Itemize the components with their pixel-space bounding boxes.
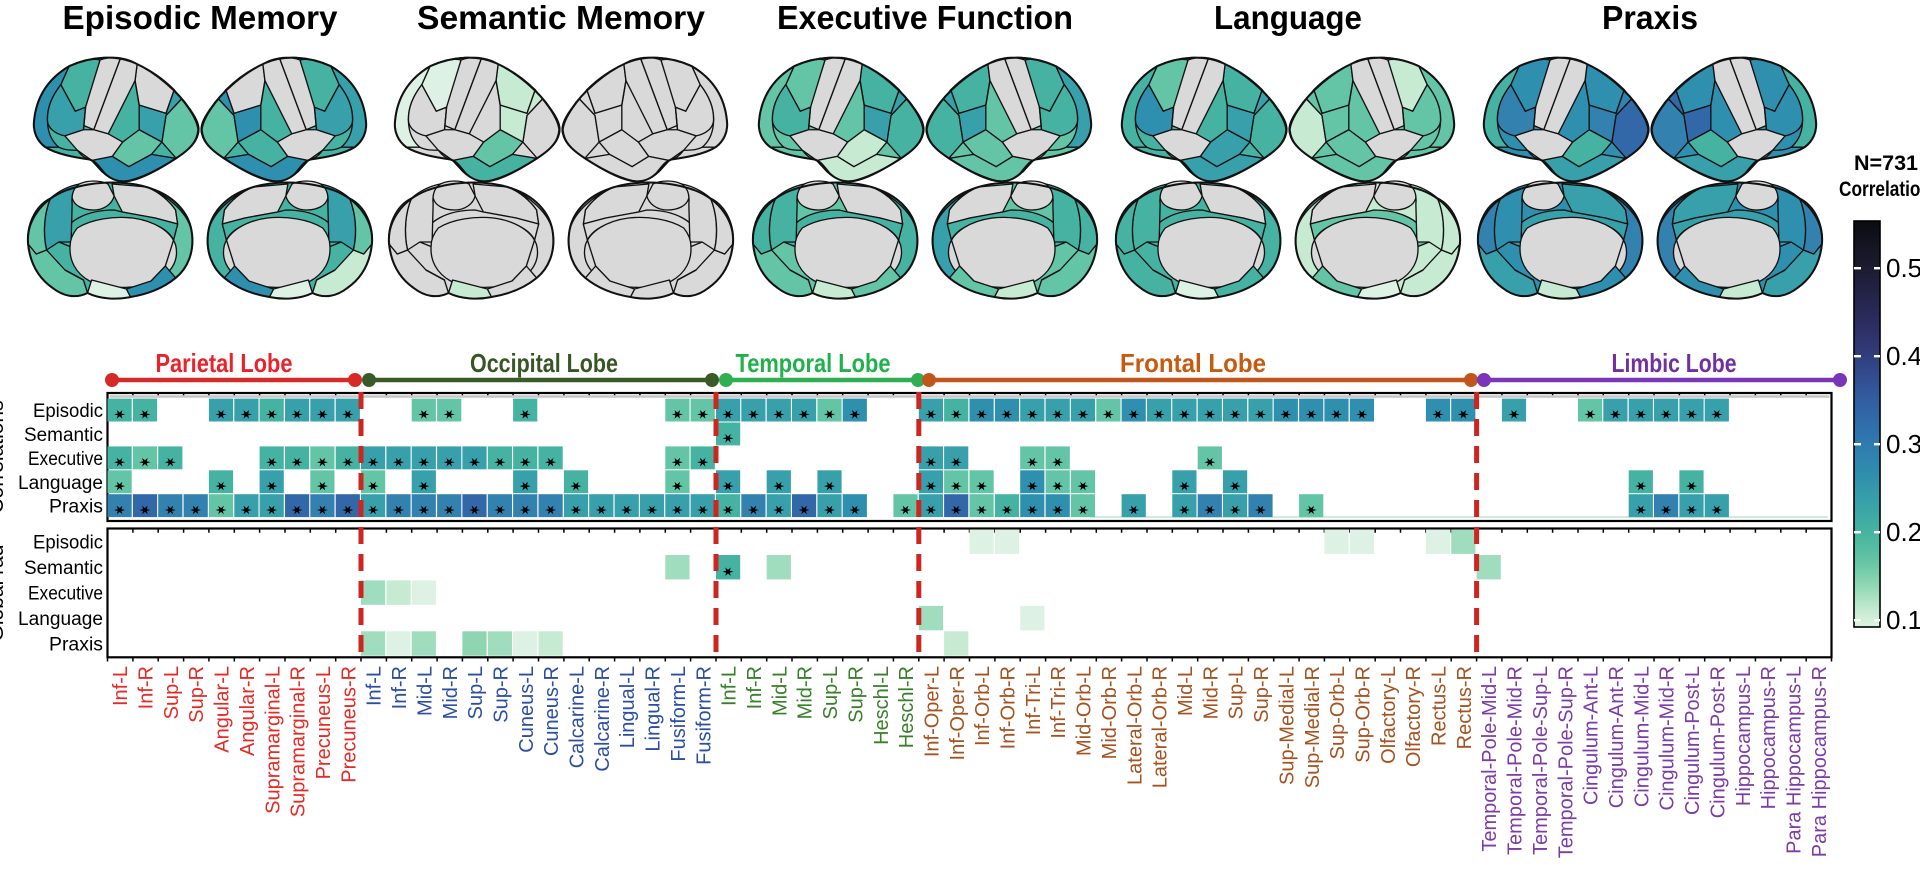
svg-text:Correlation: Correlation (1839, 178, 1920, 201)
svg-text:Angular-L: Angular-L (212, 666, 234, 753)
svg-text:Heschl-R: Heschl-R (896, 666, 918, 748)
svg-text:0.5: 0.5 (1886, 253, 1920, 283)
svg-text:Hippocampus-L: Hippocampus-L (1733, 666, 1755, 806)
svg-text:Inf-R: Inf-R (744, 666, 766, 709)
svg-text:Sup-L: Sup-L (161, 666, 183, 719)
svg-text:Temporal-Pole-Mid-R: Temporal-Pole-Mid-R (1505, 666, 1527, 855)
svg-text:Cingulum-Mid-R: Cingulum-Mid-R (1657, 666, 1679, 810)
svg-text:Correlations: Correlations (0, 400, 8, 513)
svg-text:Limbic Lobe: Limbic Lobe (1612, 348, 1737, 378)
svg-text:Inf-Tri-R: Inf-Tri-R (1048, 666, 1070, 739)
svg-text:Executive Function: Executive Function (777, 0, 1073, 36)
svg-text:Sup-Medial-L: Sup-Medial-L (1276, 666, 1298, 785)
svg-text:Para Hippocampus-L: Para Hippocampus-L (1784, 666, 1806, 854)
svg-text:Mid-Orb-L: Mid-Orb-L (1074, 666, 1096, 756)
svg-text:Olfactory-R: Olfactory-R (1403, 666, 1425, 767)
svg-text:N=731: N=731 (1854, 152, 1918, 175)
svg-text:Sup-R: Sup-R (186, 666, 208, 723)
svg-text:Sup-R: Sup-R (845, 666, 867, 723)
svg-text:Episodic Memory: Episodic Memory (63, 0, 339, 36)
svg-text:Olfactory-L: Olfactory-L (1378, 666, 1400, 764)
svg-text:Fusiform-L: Fusiform-L (668, 666, 690, 762)
svg-text:Mid-L: Mid-L (1175, 666, 1197, 716)
svg-text:Mid-Orb-R: Mid-Orb-R (1099, 666, 1121, 759)
svg-text:Inf-Orb-L: Inf-Orb-L (972, 666, 994, 746)
svg-text:Language: Language (1214, 0, 1362, 36)
svg-text:Precuneus-R: Precuneus-R (338, 666, 360, 783)
svg-text:Supramarginal-L: Supramarginal-L (262, 666, 284, 814)
svg-text:Inf-R: Inf-R (389, 666, 411, 709)
svg-text:Hippocampus-R: Hippocampus-R (1758, 666, 1780, 809)
svg-text:Lateral-Orb-R: Lateral-Orb-R (1150, 666, 1172, 788)
svg-text:Mid-R: Mid-R (795, 666, 817, 719)
svg-text:Inf-L: Inf-L (110, 666, 132, 706)
svg-text:Cuneus-L: Cuneus-L (516, 666, 538, 753)
svg-text:Occipital Lobe: Occipital Lobe (470, 348, 618, 378)
svg-text:0.1: 0.1 (1886, 605, 1920, 635)
svg-text:Inf-L: Inf-L (719, 666, 741, 706)
svg-text:Inf-Tri-L: Inf-Tri-L (1023, 666, 1045, 735)
svg-text:Angular-R: Angular-R (237, 666, 259, 756)
svg-text:Episodic: Episodic (33, 533, 103, 554)
svg-text:Mid-R: Mid-R (1200, 666, 1222, 719)
svg-text:Mid-L: Mid-L (769, 666, 791, 716)
svg-text:Sup-L: Sup-L (1226, 666, 1248, 719)
svg-text:Fusiform-R: Fusiform-R (693, 666, 715, 765)
svg-text:Sup-Orb-R: Sup-Orb-R (1353, 666, 1375, 763)
svg-text:Praxis: Praxis (49, 635, 103, 656)
svg-text:Calcarine-R: Calcarine-R (592, 666, 614, 772)
svg-text:Inf-Oper-L: Inf-Oper-L (922, 666, 944, 757)
svg-text:Praxis: Praxis (49, 497, 103, 518)
svg-text:Lingual-L: Lingual-L (617, 666, 639, 748)
svg-text:Praxis: Praxis (1602, 0, 1698, 36)
svg-text:Mid-L: Mid-L (414, 666, 436, 716)
svg-text:Semantic: Semantic (24, 558, 103, 579)
svg-text:Sup-L: Sup-L (820, 666, 842, 719)
svg-text:Sup-Medial-R: Sup-Medial-R (1302, 666, 1324, 788)
svg-text:Inf-R: Inf-R (136, 666, 158, 709)
svg-text:Calcarine-L: Calcarine-L (567, 666, 589, 768)
svg-text:0.4: 0.4 (1886, 341, 1920, 371)
svg-text:Cingulum-Mid-L: Cingulum-Mid-L (1631, 666, 1653, 807)
svg-text:Temporal-Pole-Sup-R: Temporal-Pole-Sup-R (1555, 666, 1577, 858)
svg-text:Sup-R: Sup-R (491, 666, 513, 723)
svg-text:Inf-Orb-R: Inf-Orb-R (998, 666, 1020, 749)
svg-text:Para Hippocampus-R: Para Hippocampus-R (1809, 666, 1831, 857)
svg-text:Language: Language (18, 473, 103, 494)
svg-text:Rectus-R: Rectus-R (1454, 666, 1476, 749)
svg-text:Rectus-L: Rectus-L (1429, 666, 1451, 746)
svg-text:Global rad: Global rad (0, 545, 8, 642)
svg-text:Executive: Executive (28, 584, 103, 605)
svg-text:Executive: Executive (28, 449, 103, 470)
svg-text:Sup-Orb-L: Sup-Orb-L (1327, 666, 1349, 759)
svg-text:Precuneus-L: Precuneus-L (313, 666, 335, 779)
svg-text:Sup-R: Sup-R (1251, 666, 1273, 723)
svg-text:Mid-R: Mid-R (440, 666, 462, 719)
svg-text:Temporal-Pole-Sup-L: Temporal-Pole-Sup-L (1530, 666, 1552, 855)
svg-text:0.3: 0.3 (1886, 429, 1920, 459)
svg-text:Language: Language (18, 609, 103, 630)
svg-text:Inf-L: Inf-L (364, 666, 386, 706)
svg-text:Heschl-L: Heschl-L (871, 666, 893, 745)
svg-text:0.2: 0.2 (1886, 517, 1920, 547)
svg-text:Parietal Lobe: Parietal Lobe (156, 348, 293, 378)
svg-text:Temporal-Pole-Mid-L: Temporal-Pole-Mid-L (1479, 666, 1501, 852)
svg-text:Episodic: Episodic (33, 401, 103, 422)
svg-text:Temporal Lobe: Temporal Lobe (736, 348, 891, 378)
svg-text:Cuneus-R: Cuneus-R (541, 666, 563, 756)
svg-text:Cingulum-Post-L: Cingulum-Post-L (1682, 666, 1704, 815)
svg-text:Lingual-R: Lingual-R (643, 666, 665, 752)
svg-text:Semantic: Semantic (24, 425, 103, 446)
svg-text:Supramarginal-R: Supramarginal-R (288, 666, 310, 817)
svg-text:Semantic Memory: Semantic Memory (417, 0, 706, 36)
svg-text:Inf-Oper-R: Inf-Oper-R (947, 666, 969, 760)
svg-text:Cingulum-Post-R: Cingulum-Post-R (1707, 666, 1729, 818)
svg-text:Cingulum-Ant-L: Cingulum-Ant-L (1581, 666, 1603, 805)
svg-text:Frontal Lobe: Frontal Lobe (1120, 348, 1266, 378)
svg-text:Sup-L: Sup-L (465, 666, 487, 719)
svg-text:Cingulum-Ant-R: Cingulum-Ant-R (1606, 666, 1628, 808)
svg-text:Lateral-Orb-L: Lateral-Orb-L (1124, 666, 1146, 785)
